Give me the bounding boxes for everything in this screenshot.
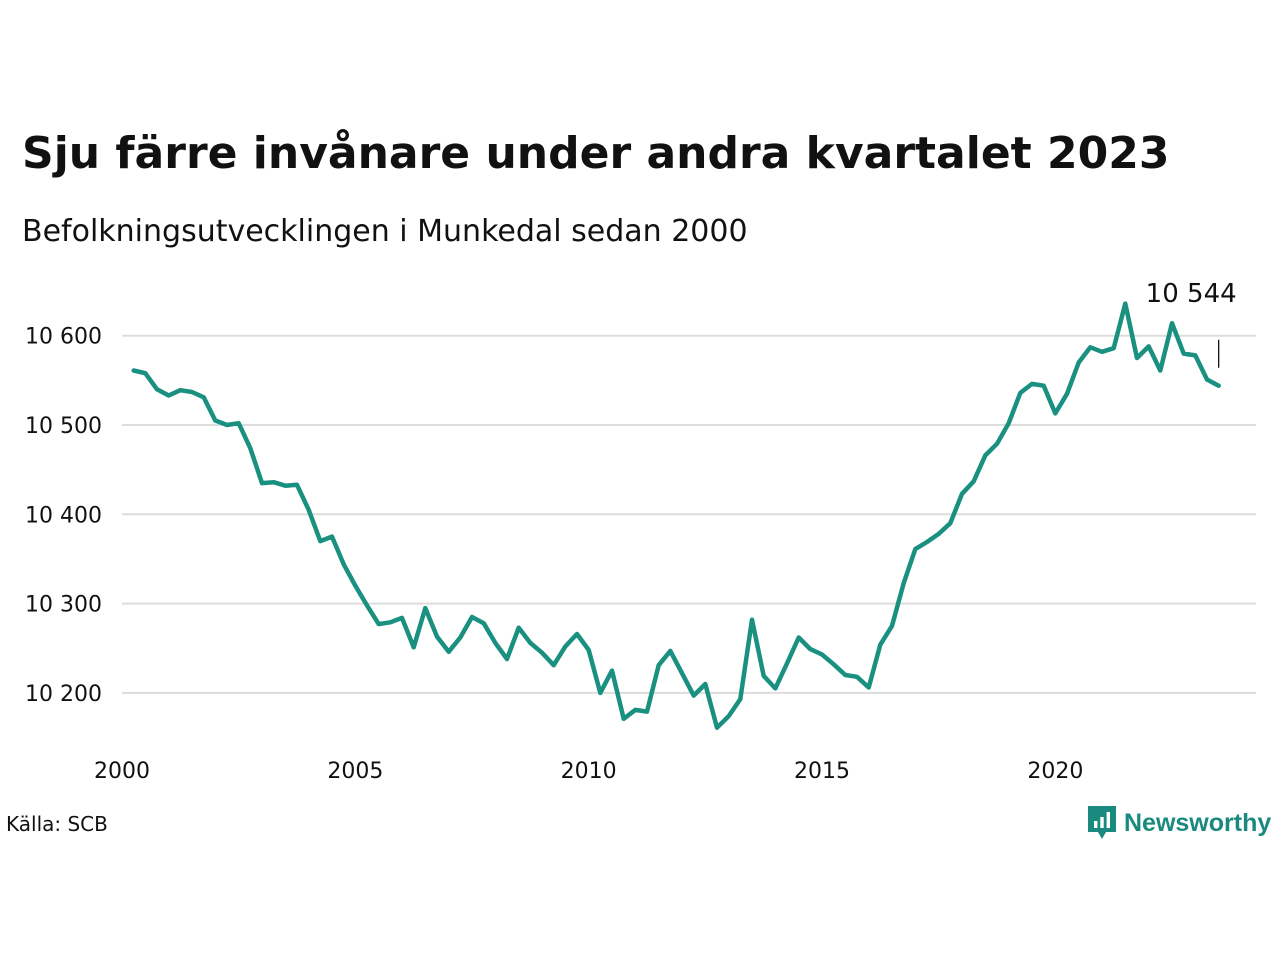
newsworthy-logo: Newsworthy bbox=[1088, 805, 1271, 841]
x-tick-label: 2005 bbox=[327, 759, 383, 784]
y-tick-label: 10 600 bbox=[25, 325, 102, 350]
chart-title: Sju färre invånare under andra kvartalet… bbox=[22, 128, 1170, 179]
end-value-label: 10 544 bbox=[1146, 279, 1237, 309]
newsworthy-wordmark: Newsworthy bbox=[1124, 808, 1272, 837]
x-tick-label: 2010 bbox=[561, 759, 617, 784]
source-note: Källa: SCB bbox=[6, 812, 108, 836]
population-series-line bbox=[131, 301, 1221, 730]
gridlines bbox=[122, 334, 1256, 694]
y-tick-label: 10 400 bbox=[25, 503, 102, 528]
x-tick-label: 2000 bbox=[94, 759, 150, 784]
y-axis-tick-labels: 10 200 10 300 10 400 10 500 10 600 bbox=[25, 325, 102, 707]
x-tick-label: 2020 bbox=[1027, 759, 1083, 784]
y-tick-label: 10 500 bbox=[25, 414, 102, 439]
y-tick-label: 10 300 bbox=[25, 593, 102, 618]
chart-subtitle: Befolkningsutvecklingen i Munkedal sedan… bbox=[22, 214, 748, 249]
x-axis-tick-labels: 2000 2005 2010 2015 2020 bbox=[94, 759, 1083, 784]
y-tick-label: 10 200 bbox=[25, 682, 102, 707]
newsworthy-logo-icon bbox=[1088, 806, 1116, 839]
x-tick-label: 2015 bbox=[794, 759, 850, 784]
